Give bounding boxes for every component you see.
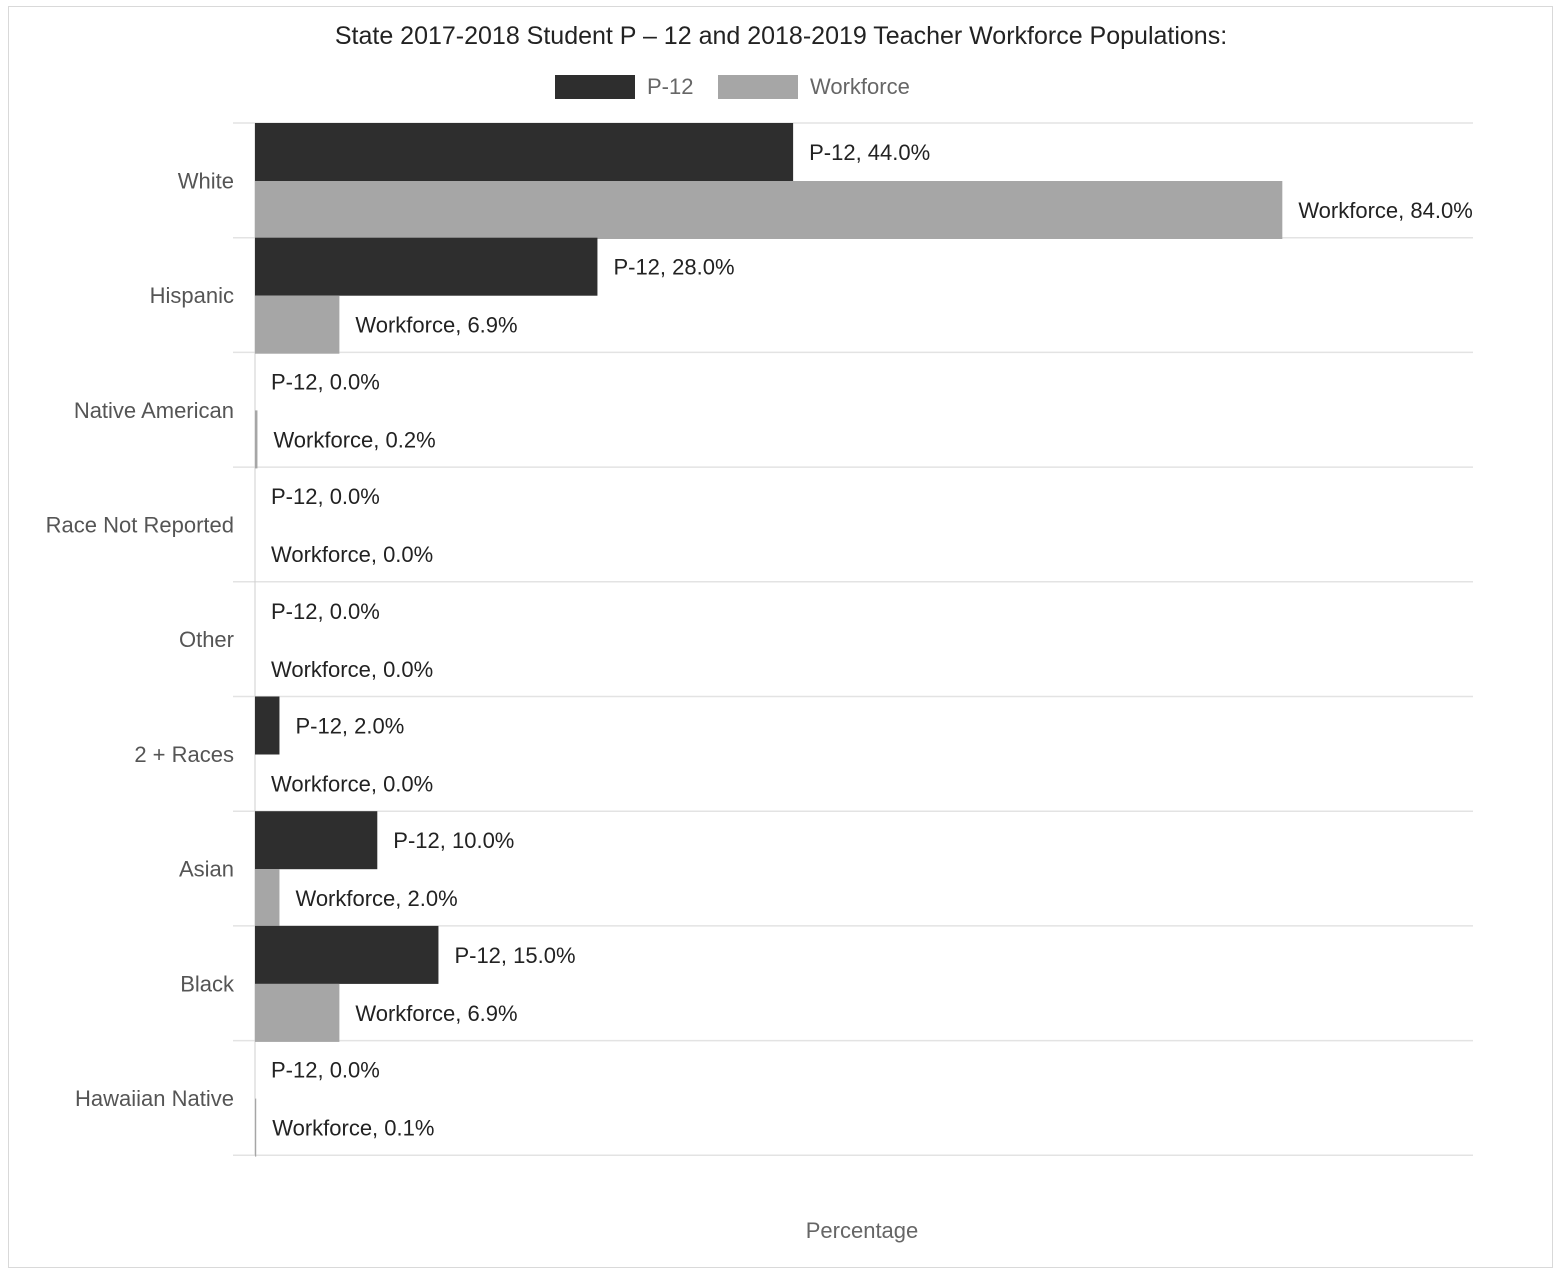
data-label: Workforce, 0.0% bbox=[271, 772, 433, 797]
legend-item-p12[interactable]: P-12 bbox=[555, 74, 693, 100]
chart-legend: P-12 Workforce bbox=[0, 74, 1562, 104]
data-label: P-12, 10.0% bbox=[393, 828, 514, 853]
data-label: Workforce, 0.1% bbox=[272, 1116, 434, 1141]
data-label: Workforce, 2.0% bbox=[295, 886, 457, 911]
legend-label-workforce: Workforce bbox=[810, 74, 910, 99]
legend-swatch-p12 bbox=[555, 75, 635, 99]
data-label: Workforce, 84.0% bbox=[1298, 198, 1472, 223]
data-label: P-12, 15.0% bbox=[454, 943, 575, 968]
category-label: 2 + Races bbox=[134, 742, 234, 767]
data-label: Workforce, 6.9% bbox=[355, 313, 517, 338]
bar-workforce bbox=[255, 295, 340, 354]
legend-label-p12: P-12 bbox=[647, 74, 694, 99]
x-axis-label: Percentage bbox=[805, 1218, 919, 1243]
bar-workforce bbox=[255, 1098, 257, 1157]
bar-workforce bbox=[255, 181, 1283, 239]
data-label: Workforce, 6.9% bbox=[355, 1001, 517, 1026]
bar-workforce bbox=[255, 410, 258, 469]
category-label: Asian bbox=[179, 857, 234, 882]
bar-p-12 bbox=[255, 696, 280, 755]
data-label: Workforce, 0.2% bbox=[273, 427, 435, 452]
data-label: P-12, 0.0% bbox=[271, 484, 380, 509]
data-label: P-12, 0.0% bbox=[271, 1058, 380, 1083]
data-label: P-12, 28.0% bbox=[613, 255, 734, 280]
data-label: P-12, 2.0% bbox=[295, 714, 404, 739]
data-label: P-12, 44.0% bbox=[809, 140, 930, 165]
legend-swatch-workforce bbox=[718, 75, 798, 99]
legend-item-workforce[interactable]: Workforce bbox=[718, 74, 910, 100]
bar-workforce bbox=[255, 983, 340, 1042]
bar-p-12 bbox=[255, 123, 794, 181]
bar-p-12 bbox=[255, 237, 598, 296]
category-label: Other bbox=[179, 627, 234, 652]
data-label: Workforce, 0.0% bbox=[271, 542, 433, 567]
category-label: Native American bbox=[74, 398, 234, 423]
data-label: P-12, 0.0% bbox=[271, 369, 380, 394]
data-label: Workforce, 0.0% bbox=[271, 657, 433, 682]
category-label: Hispanic bbox=[150, 283, 234, 308]
bar-p-12 bbox=[255, 811, 378, 870]
data-label: P-12, 0.0% bbox=[271, 599, 380, 624]
bar-workforce bbox=[255, 869, 280, 928]
category-label: Hawaiian Native bbox=[75, 1086, 234, 1111]
category-label: Black bbox=[180, 971, 235, 996]
chart-title: State 2017-2018 Student P – 12 and 2018-… bbox=[334, 22, 1228, 50]
category-label: White bbox=[178, 168, 234, 193]
bar-p-12 bbox=[255, 925, 439, 984]
category-label: Race Not Reported bbox=[46, 512, 234, 537]
